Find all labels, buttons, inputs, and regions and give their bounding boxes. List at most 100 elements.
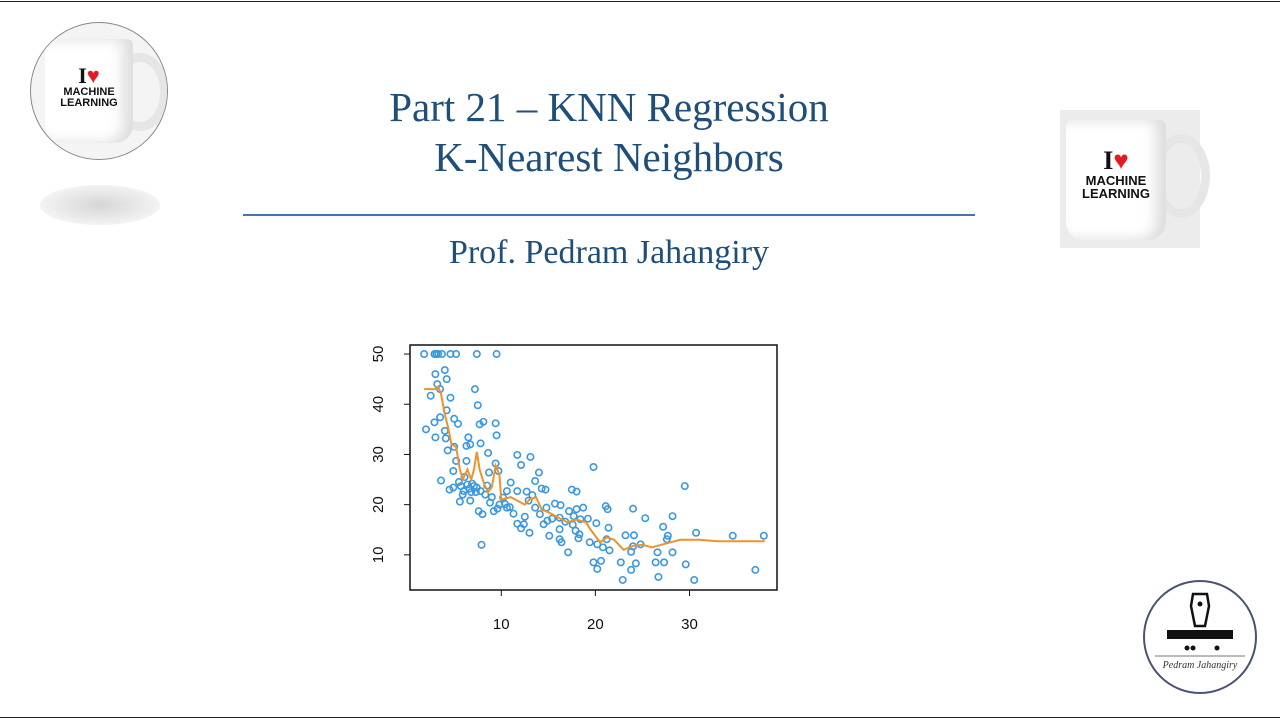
data-point bbox=[434, 350, 443, 359]
data-point bbox=[542, 503, 551, 512]
x-tick-label: 30 bbox=[681, 616, 698, 633]
data-point bbox=[548, 514, 557, 523]
data-point bbox=[629, 542, 638, 551]
data-point bbox=[441, 434, 450, 443]
data-point bbox=[465, 484, 474, 493]
data-point bbox=[474, 507, 483, 516]
slide-title: Part 21 – KNN Regression bbox=[389, 84, 829, 130]
data-point bbox=[491, 459, 500, 468]
data-point bbox=[522, 487, 531, 496]
data-point bbox=[471, 488, 480, 497]
data-point bbox=[484, 448, 493, 457]
data-point bbox=[462, 441, 471, 450]
data-point bbox=[574, 534, 583, 543]
knn-fit-line bbox=[424, 384, 765, 552]
data-point bbox=[601, 502, 610, 511]
calligraphy-emblem-icon bbox=[1155, 592, 1245, 657]
data-point bbox=[555, 535, 564, 544]
data-point bbox=[442, 406, 451, 415]
data-point bbox=[572, 487, 581, 496]
data-point bbox=[660, 558, 669, 567]
data-point bbox=[564, 548, 573, 557]
data-point bbox=[592, 519, 601, 528]
data-point bbox=[627, 565, 636, 574]
data-point bbox=[459, 487, 468, 496]
data-point bbox=[569, 512, 578, 521]
data-point bbox=[728, 531, 737, 540]
data-point bbox=[432, 350, 441, 359]
data-point bbox=[440, 426, 449, 435]
mug-shadow bbox=[40, 185, 160, 225]
data-point bbox=[641, 514, 650, 523]
data-point bbox=[557, 538, 566, 547]
data-point bbox=[603, 505, 612, 514]
data-point bbox=[627, 547, 636, 556]
y-tick-label: 10 bbox=[370, 547, 387, 564]
data-point bbox=[692, 528, 701, 537]
data-point bbox=[476, 439, 485, 448]
data-point bbox=[759, 531, 768, 540]
top-border bbox=[0, 1, 1280, 2]
slide-subtitle: K-Nearest Neighbors bbox=[434, 134, 784, 180]
data-point bbox=[565, 507, 574, 516]
data-point bbox=[526, 452, 535, 461]
data-point bbox=[543, 516, 552, 525]
data-point bbox=[567, 485, 576, 494]
data-point bbox=[456, 482, 465, 491]
data-point bbox=[605, 546, 614, 555]
data-point bbox=[446, 393, 455, 402]
data-point bbox=[502, 487, 511, 496]
data-point bbox=[449, 467, 458, 476]
data-point bbox=[472, 350, 481, 359]
data-point bbox=[513, 519, 522, 528]
data-point bbox=[477, 540, 486, 549]
plot-frame bbox=[409, 344, 778, 591]
data-point bbox=[534, 468, 543, 477]
data-point bbox=[426, 391, 435, 400]
data-point bbox=[476, 487, 485, 496]
data-point bbox=[690, 575, 699, 584]
data-point bbox=[505, 503, 514, 512]
data-point bbox=[659, 522, 668, 531]
data-point bbox=[449, 483, 458, 492]
data-point bbox=[651, 558, 660, 567]
data-point bbox=[469, 482, 478, 491]
data-point bbox=[454, 478, 463, 487]
data-point bbox=[470, 385, 479, 394]
data-point bbox=[561, 517, 570, 526]
data-point bbox=[604, 523, 613, 532]
data-point bbox=[462, 456, 471, 465]
data-point bbox=[489, 507, 498, 516]
data-point bbox=[468, 479, 477, 488]
data-point bbox=[472, 483, 481, 492]
data-point bbox=[589, 462, 598, 471]
data-point bbox=[680, 482, 689, 491]
data-point bbox=[556, 501, 565, 510]
data-point bbox=[513, 450, 522, 459]
data-point bbox=[568, 520, 577, 529]
data-point bbox=[593, 564, 602, 573]
data-point bbox=[487, 493, 496, 502]
data-point bbox=[629, 504, 638, 513]
data-point bbox=[437, 350, 446, 359]
data-point bbox=[598, 543, 607, 552]
data-point bbox=[450, 442, 459, 451]
data-point bbox=[631, 559, 640, 568]
author-logo: Pedram Jahangiry bbox=[1143, 580, 1257, 694]
data-point bbox=[446, 350, 455, 359]
data-point bbox=[436, 413, 445, 422]
data-point bbox=[481, 490, 490, 499]
data-point bbox=[463, 480, 472, 489]
data-point bbox=[525, 528, 534, 537]
data-point bbox=[589, 558, 598, 567]
data-point bbox=[653, 548, 662, 557]
data-point bbox=[442, 375, 451, 384]
data-point bbox=[629, 531, 638, 540]
data-point bbox=[668, 548, 677, 557]
data-point bbox=[430, 418, 439, 427]
data-point bbox=[585, 538, 594, 547]
data-point bbox=[636, 540, 645, 549]
mug-logo-right: I♥ MACHINE LEARNING bbox=[1060, 110, 1210, 248]
data-point bbox=[420, 350, 429, 359]
data-point bbox=[531, 503, 540, 512]
